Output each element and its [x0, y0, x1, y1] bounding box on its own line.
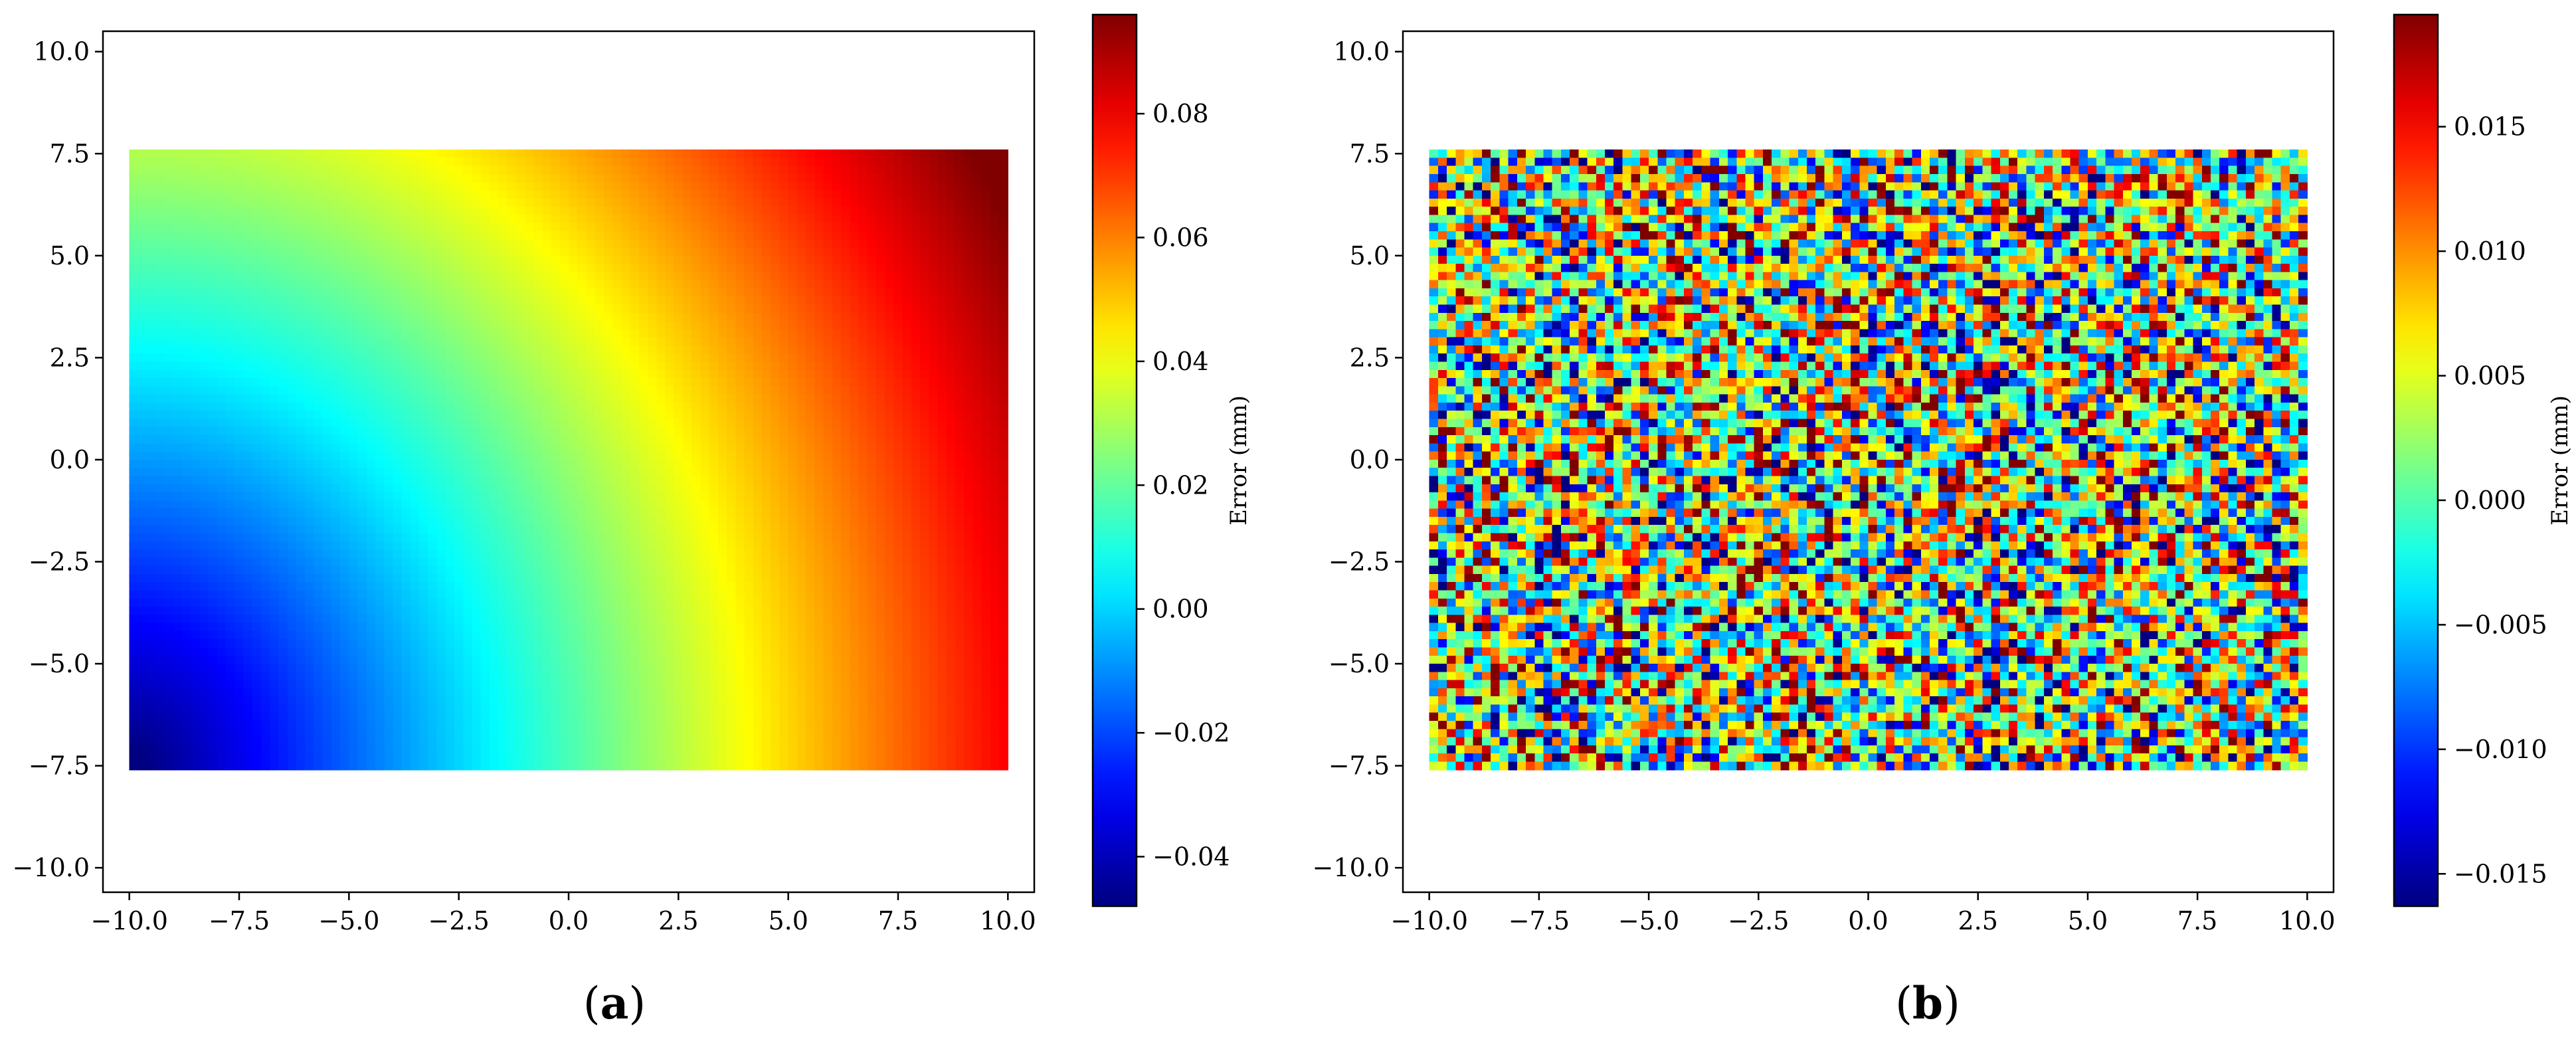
colorbar-tick-label: −0.005 — [2454, 610, 2547, 639]
x-tick-label: −10.0 — [90, 906, 167, 935]
colorbar-tick-label: 0.015 — [2454, 112, 2526, 142]
colorbar-tick-label: −0.02 — [1152, 718, 1230, 747]
y-tick-label: 10.0 — [1333, 37, 1390, 66]
heatmap-image — [129, 149, 1008, 771]
colorbar — [1093, 15, 1137, 906]
x-tick-label: 2.5 — [658, 906, 698, 935]
colorbar-frame — [2393, 13, 2439, 908]
colorbar-tick-label: 0.00 — [1152, 595, 1209, 624]
x-tick-label: −10.0 — [1390, 906, 1467, 935]
colorbar-tick-label: 0.000 — [2454, 486, 2526, 515]
x-tick-label: −2.5 — [1728, 906, 1789, 935]
x-tick-label: 7.5 — [2177, 906, 2217, 935]
x-tick-label: −2.5 — [428, 906, 490, 935]
colorbar-label: Error (mm) — [2547, 395, 2573, 526]
colorbar-tick-label: 0.04 — [1152, 347, 1209, 376]
y-tick-label: −7.5 — [29, 751, 90, 781]
y-tick-label: 2.5 — [50, 343, 90, 372]
x-tick-label: 5.0 — [768, 906, 808, 935]
x-tick-label: −7.5 — [1509, 906, 1570, 935]
x-tick-label: 10.0 — [980, 906, 1036, 935]
y-tick-label: 5.0 — [1350, 241, 1390, 270]
x-tick-label: 0.0 — [1848, 906, 1888, 935]
x-tick-label: 10.0 — [2279, 906, 2336, 935]
x-tick-label: 7.5 — [878, 906, 918, 935]
y-tick-label: 0.0 — [50, 445, 90, 474]
y-tick-label: −5.0 — [1329, 649, 1390, 678]
x-tick-label: −5.0 — [1618, 906, 1679, 935]
colorbar-frame — [1091, 13, 1138, 908]
x-tick-label: 5.0 — [2068, 906, 2108, 935]
x-tick-label: 0.0 — [549, 906, 589, 935]
y-tick-label: 0.0 — [1350, 445, 1390, 474]
y-tick-label: −10.0 — [13, 853, 90, 882]
y-tick-label: −2.5 — [29, 547, 90, 576]
chart-a: −10.0 −7.5 −5.0 −2.5 0.0 2.5 5.0 7.5 10.0 −10.0 −7… — [13, 13, 1252, 1029]
colorbar-tick-label: 0.06 — [1152, 223, 1209, 252]
y-tick-label: 7.5 — [50, 139, 90, 168]
y-tick-label: 7.5 — [1350, 139, 1390, 168]
colorbar-label: Error (mm) — [1226, 395, 1252, 526]
colorbar-tick-label: −0.04 — [1152, 842, 1230, 871]
colorbar-tick-label: 0.08 — [1152, 99, 1209, 128]
panel-label: (b) — [1895, 977, 1960, 1029]
y-tick-label: 5.0 — [50, 241, 90, 270]
x-tick-label: −7.5 — [209, 906, 270, 935]
y-tick-label: 10.0 — [33, 37, 90, 66]
y-tick-label: −7.5 — [1329, 751, 1390, 781]
heatmap-image — [1429, 149, 2308, 771]
y-tick-label: −2.5 — [1329, 547, 1390, 576]
y-tick-label: −5.0 — [29, 649, 90, 678]
x-tick-label: 2.5 — [1958, 906, 1997, 935]
panel-label: (a) — [583, 977, 646, 1029]
colorbar — [2394, 15, 2438, 906]
colorbar-tick-label: −0.010 — [2454, 735, 2547, 764]
colorbar-tick-label: 0.02 — [1152, 470, 1209, 500]
x-tick-label: −5.0 — [318, 906, 379, 935]
colorbar-tick-label: −0.015 — [2454, 859, 2547, 888]
chart-b: −10.0 −7.5 −5.0 −2.5 0.0 2.5 5.0 7.5 10.0 −10.0 −7… — [1313, 13, 2573, 1029]
y-tick-label: 2.5 — [1350, 343, 1390, 372]
colorbar-tick-label: 0.005 — [2454, 361, 2526, 391]
y-tick-label: −10.0 — [1313, 853, 1390, 882]
colorbar-tick-label: 0.010 — [2454, 237, 2526, 266]
